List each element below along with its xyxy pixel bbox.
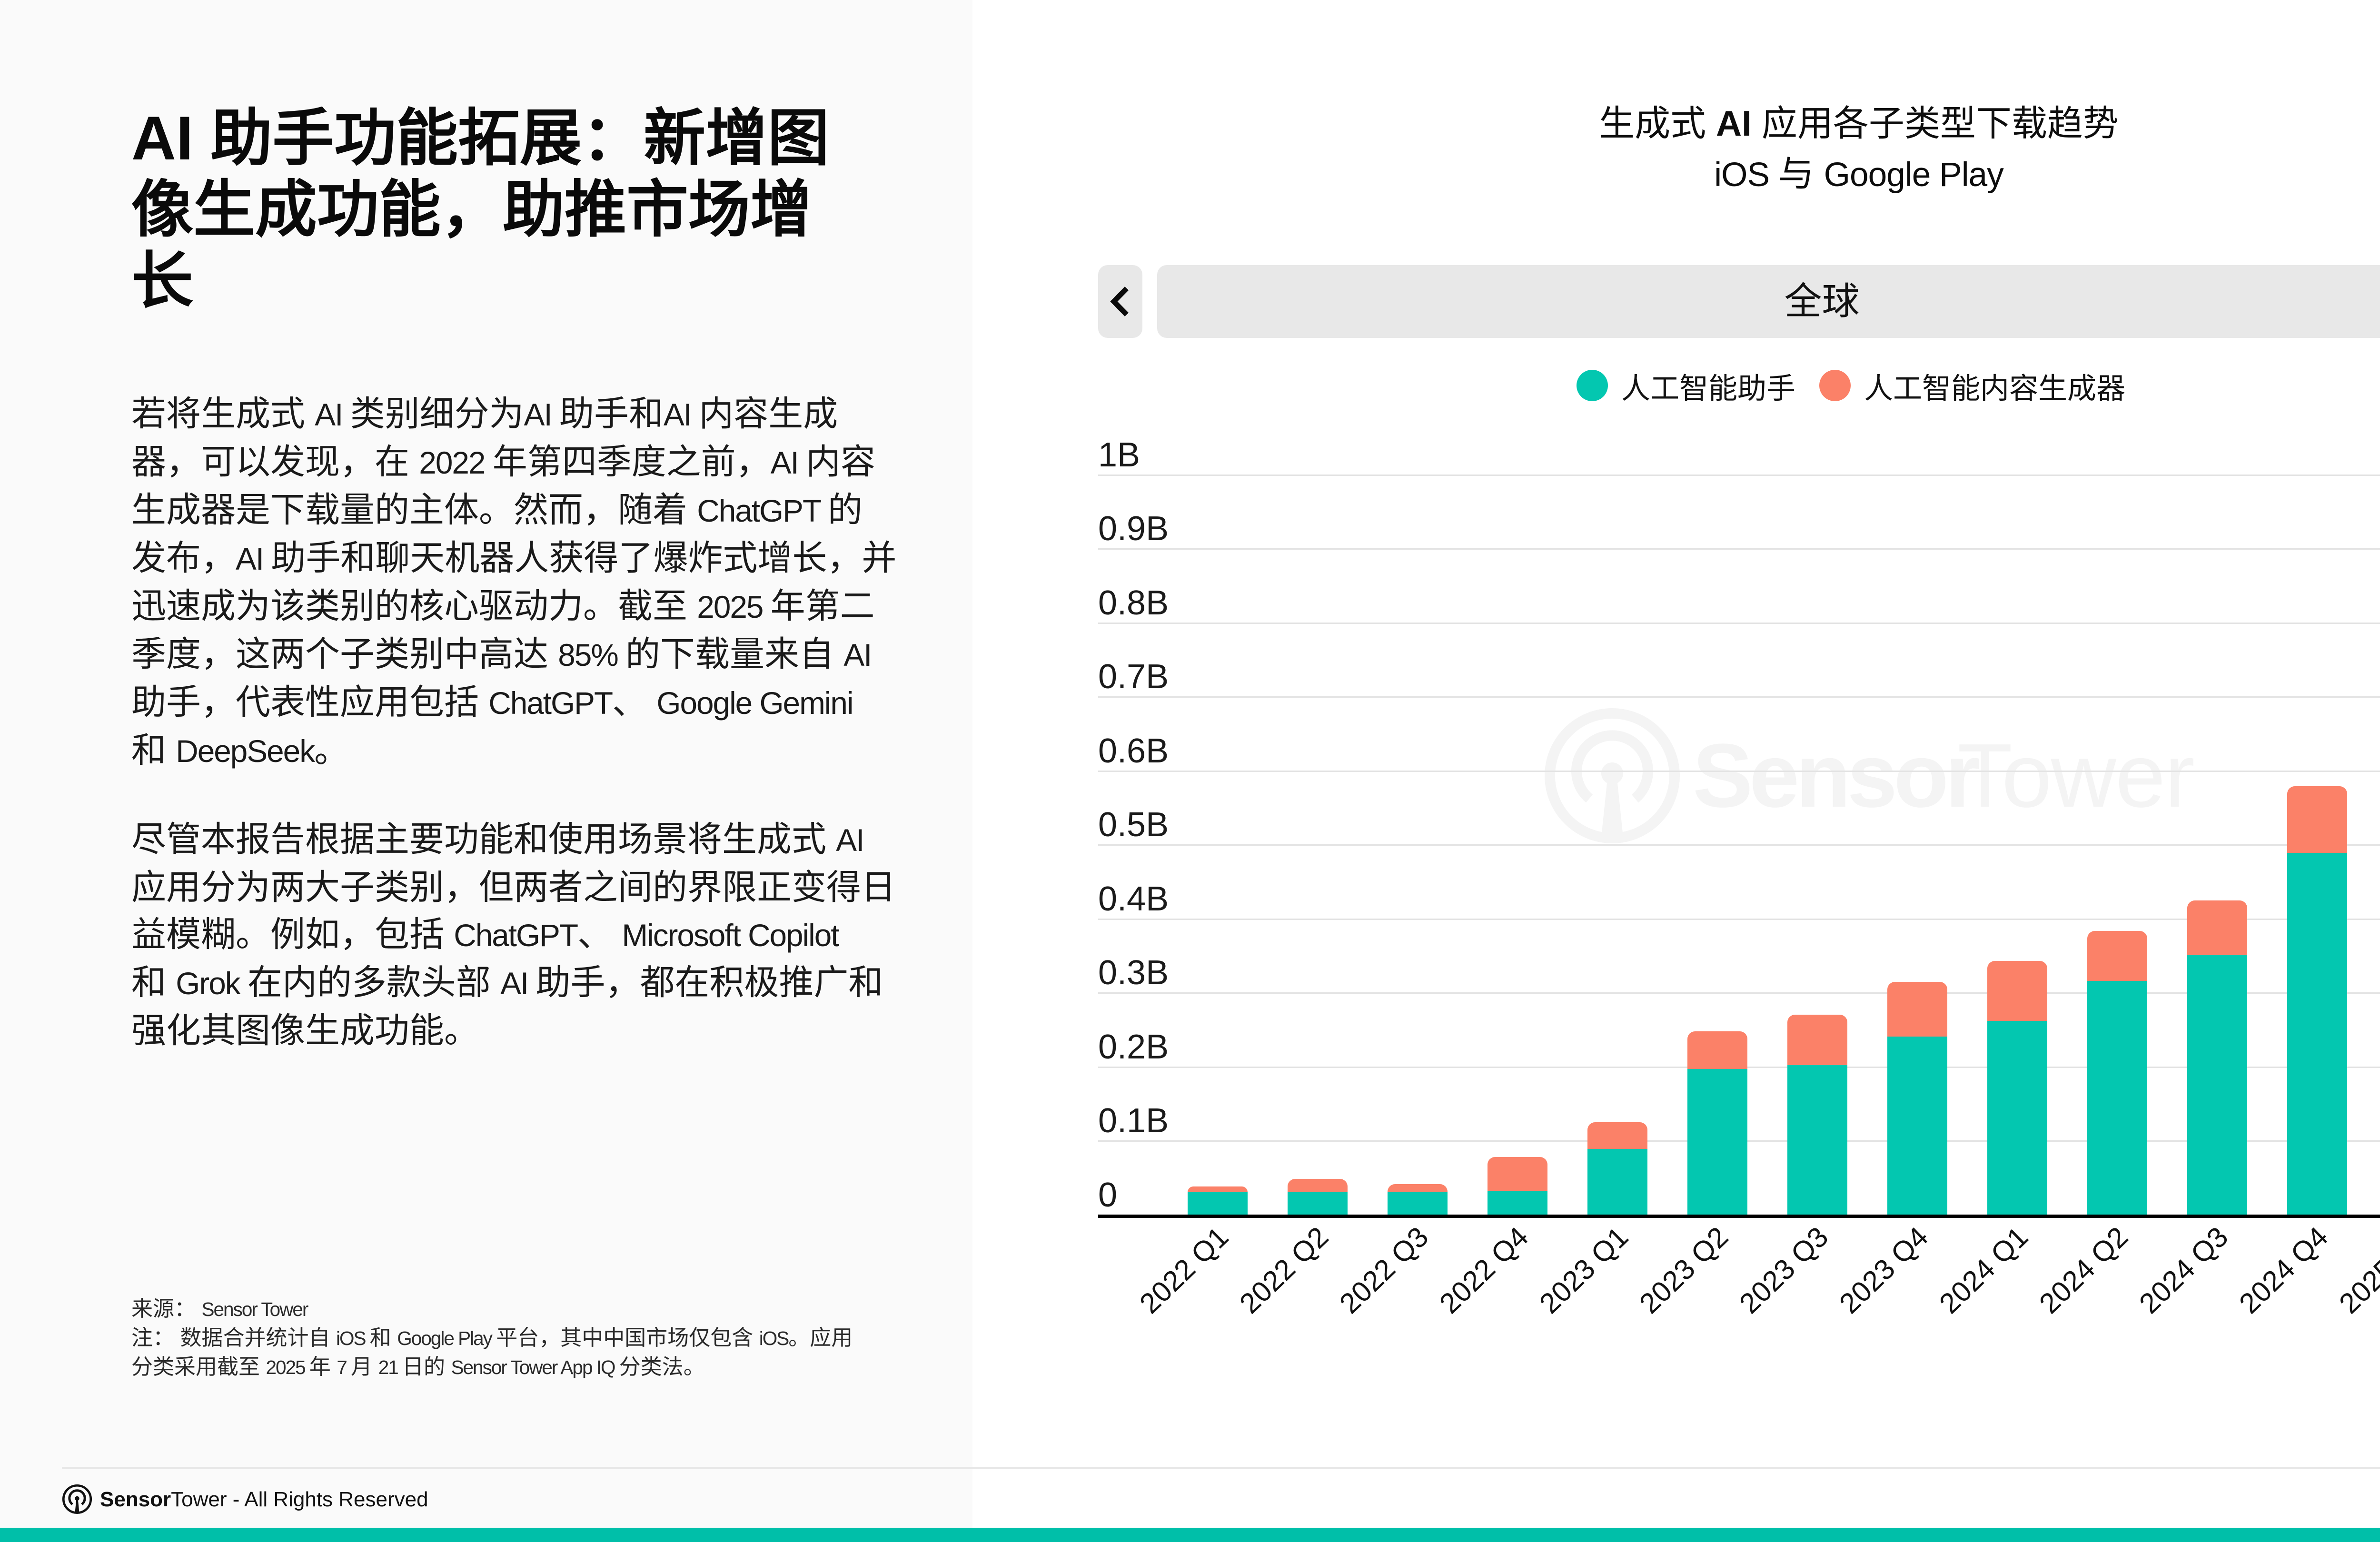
svg-text:Sensor: Sensor — [1693, 725, 1979, 826]
svg-text:Tower: Tower — [1957, 725, 2194, 826]
